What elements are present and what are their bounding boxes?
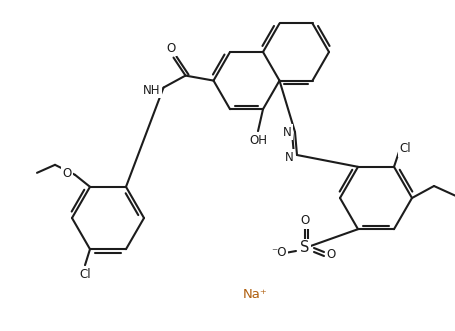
Text: O: O [166,42,175,55]
Text: Na⁺: Na⁺ [243,289,268,302]
Text: N: N [283,125,291,138]
Text: O: O [300,214,309,227]
Text: OH: OH [249,134,267,147]
Text: Cl: Cl [79,268,91,281]
Text: S: S [300,241,310,256]
Text: O: O [326,248,336,260]
Text: NH: NH [143,84,160,97]
Text: Cl: Cl [399,142,411,155]
Text: ⁻O: ⁻O [271,247,287,260]
Text: N: N [285,151,293,164]
Text: O: O [62,167,71,180]
